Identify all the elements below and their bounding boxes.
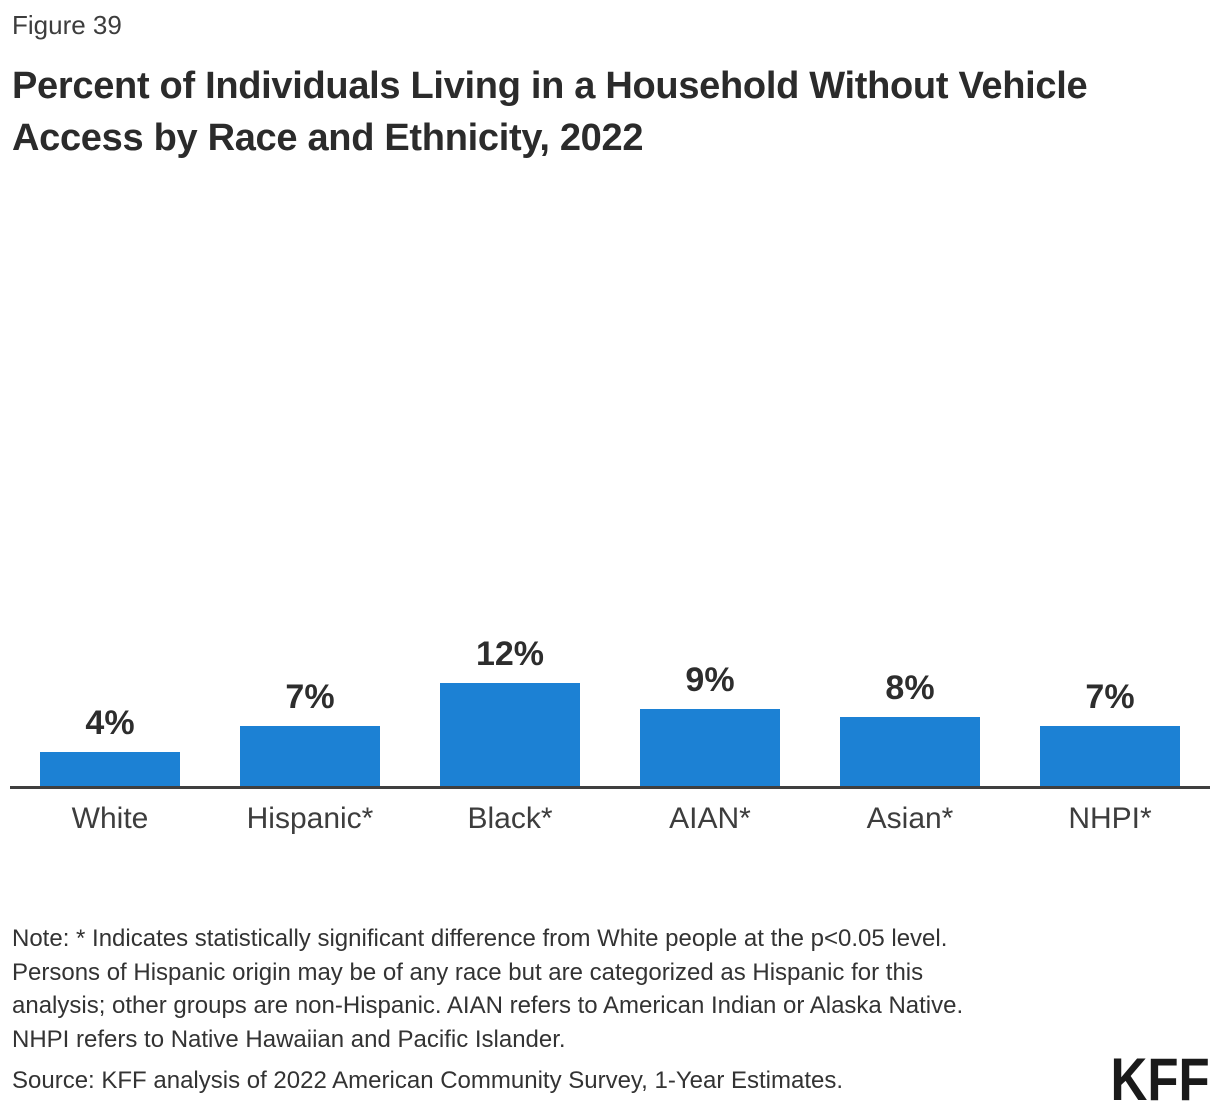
x-axis-label-white: White bbox=[71, 802, 149, 835]
x-axis-label-asian: Asian* bbox=[866, 802, 954, 835]
bar-value-label-asian: 8% bbox=[885, 669, 935, 707]
bar-value-label-white: 4% bbox=[85, 704, 135, 742]
note-line-2: Persons of Hispanic origin may be of any… bbox=[12, 958, 924, 986]
x-axis-labels: White Hispanic* Black* AIAN* Asian* NHPI… bbox=[10, 799, 1210, 839]
note-line-1: Note: * Indicates statistically signific… bbox=[12, 925, 948, 952]
bar-value-label-aian: 9% bbox=[685, 661, 735, 699]
chart-title-line-2: Access by Race and Ethnicity, 2022 bbox=[12, 117, 644, 159]
bar-aian bbox=[640, 709, 780, 786]
chart-title: Percent of Individuals Living in a House… bbox=[12, 60, 1088, 164]
bar-value-label-nhpi: 7% bbox=[1085, 678, 1135, 716]
bar-chart-plot-area: 4% 7% 12% 9% 8% 7% bbox=[10, 626, 1210, 789]
x-axis-label-aian: AIAN* bbox=[669, 802, 751, 835]
bar-asian bbox=[840, 717, 980, 786]
bar-value-label-hispanic: 7% bbox=[285, 678, 335, 716]
bar-value-label-black: 12% bbox=[475, 635, 545, 673]
bar-column-white: 4% bbox=[10, 704, 210, 786]
note-line-4: NHPI refers to Native Hawaiian and Pacif… bbox=[12, 1025, 566, 1053]
bar-black bbox=[440, 683, 580, 786]
note-line-3: analysis; other groups are non-Hispanic.… bbox=[12, 992, 964, 1019]
bar-hispanic bbox=[240, 726, 380, 786]
bar-column-hispanic: 7% bbox=[210, 678, 410, 786]
bar-column-black: 12% bbox=[410, 635, 610, 786]
x-axis-label-hispanic: Hispanic* bbox=[246, 802, 374, 835]
x-axis-label-black: Black* bbox=[467, 802, 553, 835]
note-text: Note: * Indicates statistically signific… bbox=[12, 922, 963, 1056]
bar-column-aian: 9% bbox=[610, 661, 810, 786]
source-text: Source: KFF analysis of 2022 American Co… bbox=[12, 1067, 844, 1094]
bar-nhpi bbox=[1040, 726, 1180, 786]
bar-column-nhpi: 7% bbox=[1010, 678, 1210, 786]
figure-label: Figure 39 bbox=[12, 10, 122, 40]
chart-title-line-1: Percent of Individuals Living in a House… bbox=[12, 65, 1088, 107]
x-axis-label-nhpi: NHPI* bbox=[1068, 802, 1152, 835]
bar-white bbox=[40, 752, 180, 786]
kff-logo: KFF bbox=[1110, 1046, 1210, 1113]
bar-column-asian: 8% bbox=[810, 669, 1010, 786]
